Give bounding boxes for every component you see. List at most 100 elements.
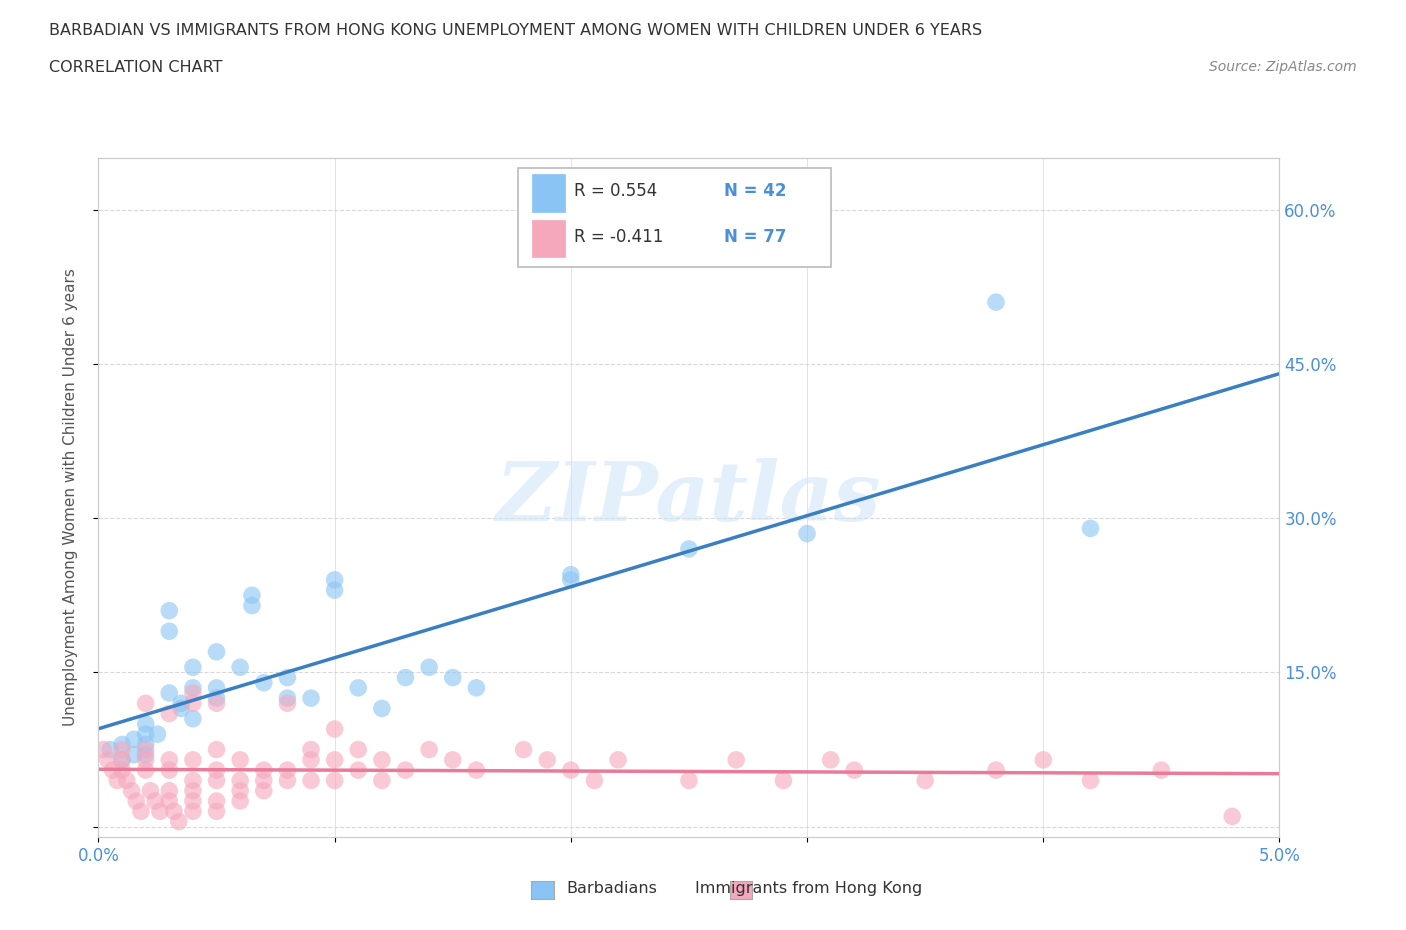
Point — [607, 752, 630, 767]
Point — [205, 763, 228, 777]
Point — [205, 644, 228, 659]
Point — [121, 783, 143, 798]
Point — [125, 793, 148, 808]
Point — [772, 773, 794, 788]
Text: CORRELATION CHART: CORRELATION CHART — [49, 60, 222, 75]
Point — [323, 722, 346, 737]
Point — [512, 742, 534, 757]
Point — [276, 696, 298, 711]
Point — [984, 763, 1007, 777]
Point — [163, 804, 186, 818]
Point — [135, 737, 157, 751]
Point — [98, 742, 121, 757]
Point — [181, 793, 204, 808]
Point — [323, 583, 346, 598]
Point — [1080, 521, 1102, 536]
FancyBboxPatch shape — [517, 168, 831, 267]
Point — [181, 660, 204, 675]
Point — [465, 681, 488, 696]
Point — [135, 742, 157, 757]
Point — [205, 742, 228, 757]
Point — [276, 691, 298, 706]
Point — [560, 763, 582, 777]
Point — [820, 752, 842, 767]
Point — [253, 773, 276, 788]
Point — [205, 691, 228, 706]
Point — [229, 783, 252, 798]
Point — [205, 773, 228, 788]
Point — [115, 773, 138, 788]
Point — [323, 752, 346, 767]
Point — [984, 295, 1007, 310]
Point — [122, 748, 145, 763]
Point — [394, 763, 416, 777]
Point — [135, 696, 157, 711]
Point — [465, 763, 488, 777]
Point — [135, 748, 157, 763]
Point — [253, 783, 276, 798]
Point — [441, 671, 464, 685]
Point — [149, 804, 172, 818]
Point — [323, 572, 346, 587]
Point — [371, 752, 394, 767]
Y-axis label: Unemployment Among Women with Children Under 6 years: Unemployment Among Women with Children U… — [63, 269, 77, 726]
Point — [135, 763, 157, 777]
Point — [97, 752, 120, 767]
Point — [299, 773, 322, 788]
Point — [205, 804, 228, 818]
Point — [111, 737, 134, 751]
Point — [135, 752, 157, 767]
Point — [205, 696, 228, 711]
Point — [276, 671, 298, 685]
Bar — [531, 219, 565, 257]
Point — [129, 804, 152, 818]
Point — [678, 541, 700, 556]
Point — [1080, 773, 1102, 788]
Point — [146, 726, 169, 741]
Point — [229, 793, 252, 808]
Point — [276, 773, 298, 788]
Point — [111, 742, 134, 757]
Point — [240, 588, 263, 603]
Point — [229, 773, 252, 788]
Text: N = 42: N = 42 — [724, 182, 787, 200]
Point — [143, 793, 166, 808]
Point — [323, 773, 346, 788]
Point — [1032, 752, 1054, 767]
Point — [157, 604, 180, 618]
Point — [181, 783, 204, 798]
Point — [371, 773, 394, 788]
Point — [914, 773, 936, 788]
Text: R = 0.554: R = 0.554 — [575, 182, 658, 200]
Point — [796, 526, 818, 541]
Point — [394, 671, 416, 685]
Point — [181, 804, 204, 818]
Point — [181, 773, 204, 788]
Point — [157, 685, 180, 700]
Point — [1220, 809, 1243, 824]
Point — [111, 763, 134, 777]
Point — [170, 701, 193, 716]
Point — [844, 763, 866, 777]
Text: Source: ZipAtlas.com: Source: ZipAtlas.com — [1209, 60, 1357, 74]
Point — [101, 763, 124, 777]
Bar — [531, 174, 565, 212]
Text: R = -0.411: R = -0.411 — [575, 228, 664, 246]
Point — [253, 675, 276, 690]
Point — [418, 742, 440, 757]
Point — [536, 752, 558, 767]
Point — [418, 660, 440, 675]
Point — [157, 752, 180, 767]
Point — [181, 685, 204, 700]
Point — [725, 752, 748, 767]
Point — [139, 783, 162, 798]
Point — [229, 752, 252, 767]
Point — [91, 742, 114, 757]
Point — [1150, 763, 1173, 777]
Point — [299, 752, 322, 767]
Point — [678, 773, 700, 788]
Point — [205, 793, 228, 808]
Point — [253, 763, 276, 777]
Point — [560, 567, 582, 582]
Point — [181, 681, 204, 696]
